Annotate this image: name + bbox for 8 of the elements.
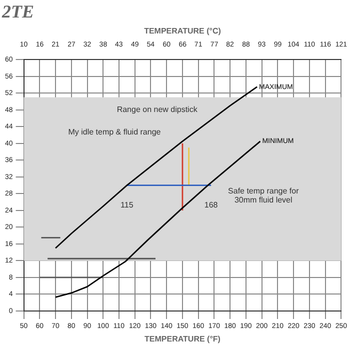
annotation: Safe temp range for 30mm fluid level [228, 186, 300, 205]
x2-axis-title: TEMPERATURE (°C) [144, 26, 222, 36]
annotation: 168 [204, 200, 218, 210]
x-axis-title: TEMPERATURE (°F) [144, 334, 221, 344]
annotation: Range on new dipstick [116, 105, 198, 114]
chart-title: 2TE [1, 1, 34, 22]
annotation: My idle temp & fluid range [68, 128, 162, 137]
annotation: 115 [120, 200, 134, 210]
